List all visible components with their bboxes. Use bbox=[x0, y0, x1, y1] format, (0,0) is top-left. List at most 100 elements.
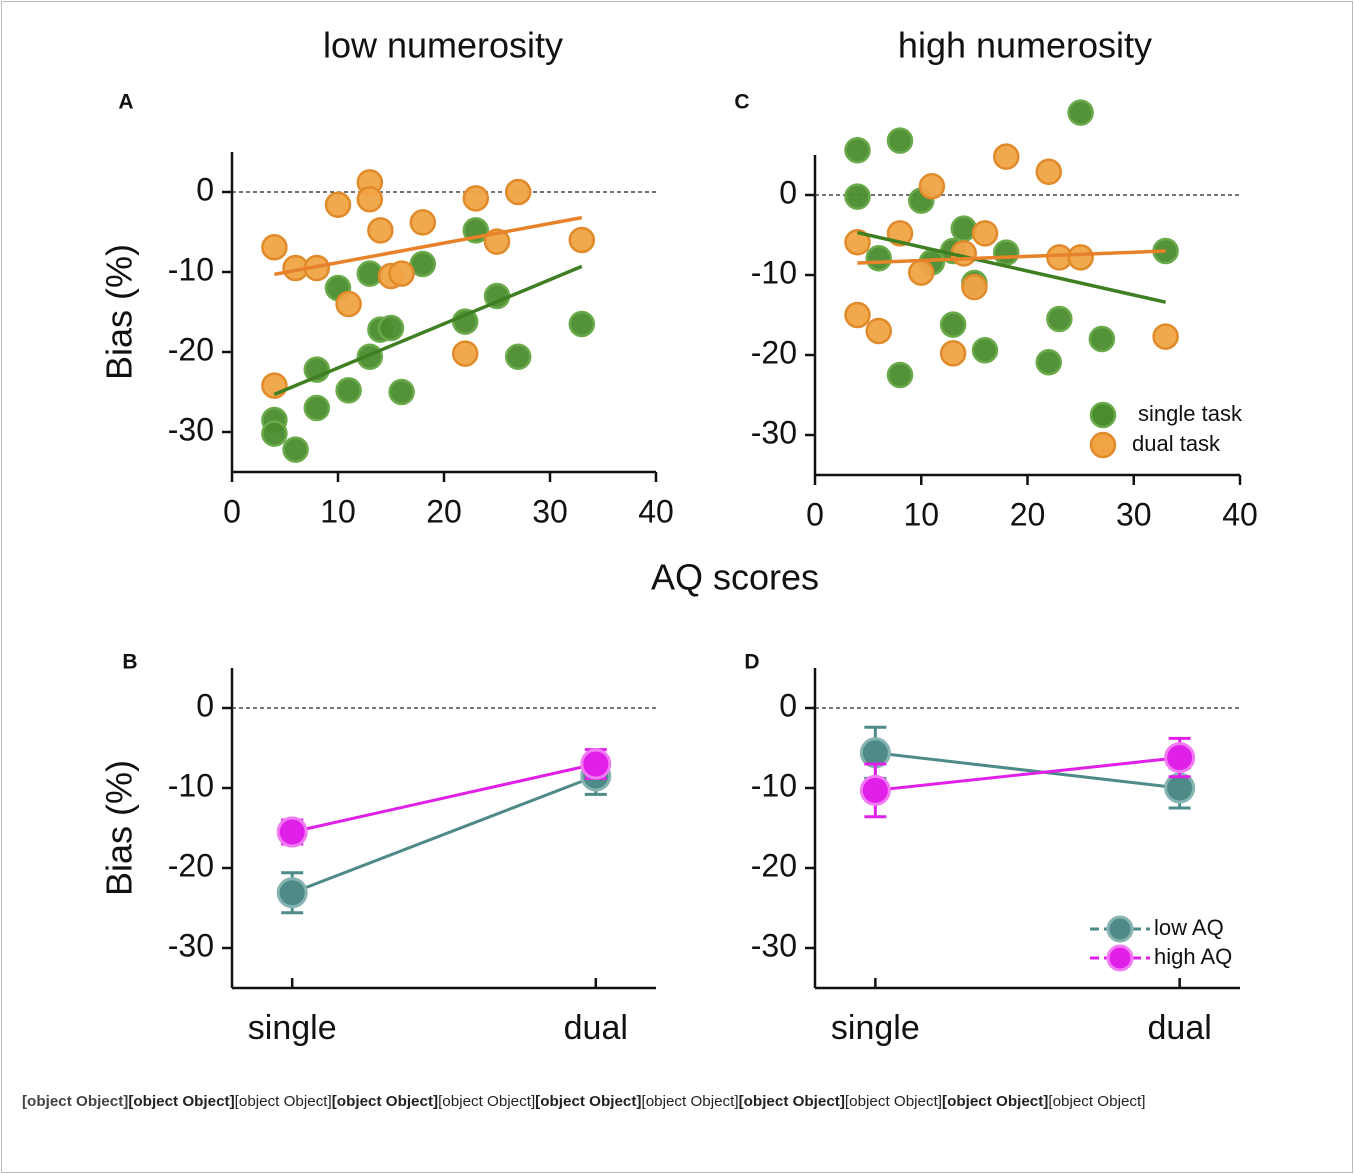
scatter-point bbox=[303, 394, 331, 422]
scatter-point bbox=[939, 340, 967, 367]
legend-label: low AQ bbox=[1154, 915, 1224, 940]
y-axis-label: Bias (%) bbox=[99, 760, 140, 896]
scatter-point bbox=[261, 233, 288, 261]
scatter-point bbox=[335, 377, 362, 404]
scatter-point bbox=[865, 244, 892, 272]
y-tick-label: -10 bbox=[168, 251, 214, 287]
scatter-point bbox=[950, 215, 977, 242]
x-tick-label: single bbox=[831, 1009, 920, 1047]
scatter-point bbox=[844, 136, 871, 164]
scatter-point bbox=[993, 239, 1020, 266]
scatter-point bbox=[1035, 158, 1062, 186]
scatter-point bbox=[568, 226, 596, 254]
fit-line bbox=[273, 264, 583, 397]
scatter-point bbox=[282, 436, 309, 463]
y-tick-label: -20 bbox=[751, 334, 797, 370]
scatter-point bbox=[335, 290, 362, 318]
caption: [object Object][object Object][object Ob… bbox=[22, 1088, 1332, 1115]
scatter-point bbox=[844, 228, 871, 256]
caption-text: [object Object] bbox=[438, 1093, 536, 1110]
scatter-point bbox=[261, 420, 288, 447]
legend-label: high AQ bbox=[1154, 944, 1232, 969]
scatter-point bbox=[1067, 99, 1094, 126]
y-tick-label: -20 bbox=[168, 847, 214, 883]
series-line bbox=[291, 762, 597, 834]
caption-text: [object Object] bbox=[641, 1093, 739, 1110]
fit-line bbox=[274, 215, 583, 277]
point-marker bbox=[1164, 742, 1196, 774]
caption-text: [object Object] bbox=[844, 1093, 943, 1110]
legend-marker bbox=[1106, 915, 1134, 943]
legend-marker bbox=[1089, 401, 1117, 429]
y-axis-label: Bias (%) bbox=[99, 244, 140, 380]
y-tick-label: -30 bbox=[751, 414, 797, 450]
x-tick-label: dual bbox=[564, 1009, 628, 1047]
caption-text: [object Object] bbox=[738, 1093, 845, 1110]
legend-label: single task bbox=[1138, 401, 1243, 426]
fit-line bbox=[857, 249, 1166, 265]
x-tick-label: 40 bbox=[638, 493, 674, 529]
scatter-point bbox=[1067, 244, 1094, 271]
caption-text: [object Object] bbox=[942, 1093, 1049, 1110]
x-tick-label: 10 bbox=[320, 493, 356, 529]
scatter-point bbox=[1088, 325, 1116, 353]
caption-text: [object Object] bbox=[128, 1093, 235, 1110]
scatter-point bbox=[939, 311, 967, 338]
y-tick-label: -10 bbox=[751, 767, 797, 803]
y-tick-label: -10 bbox=[751, 254, 797, 290]
scatter-point bbox=[1046, 305, 1073, 333]
x-tick-label: dual bbox=[1148, 1009, 1212, 1047]
scatter-point bbox=[388, 378, 415, 406]
panel-label: C bbox=[734, 91, 749, 114]
y-tick-label: -30 bbox=[751, 927, 797, 963]
x-tick-label: 10 bbox=[903, 496, 939, 532]
scatter-point bbox=[971, 336, 999, 364]
x-tick-label: 20 bbox=[1010, 496, 1046, 532]
y-tick-label: 0 bbox=[779, 174, 797, 210]
panel-label: D bbox=[744, 651, 759, 674]
panel-label: B bbox=[122, 651, 137, 674]
scatter-point bbox=[568, 310, 596, 338]
fit-line bbox=[857, 230, 1167, 304]
point-marker bbox=[276, 816, 308, 848]
legend-marker bbox=[1089, 431, 1117, 459]
panel-label: A bbox=[118, 91, 133, 114]
caption-text: [object Object] bbox=[234, 1093, 332, 1110]
scatter-point bbox=[918, 172, 946, 200]
column-title: low numerosity bbox=[323, 25, 563, 66]
scatter-point bbox=[844, 301, 871, 329]
legend-label: dual task bbox=[1132, 431, 1221, 456]
y-tick-label: -10 bbox=[168, 767, 214, 803]
scatter-point bbox=[908, 259, 935, 286]
x-tick-label: 30 bbox=[532, 493, 568, 529]
point-marker bbox=[276, 877, 308, 909]
legend-marker bbox=[1106, 944, 1134, 972]
scatter-point bbox=[451, 340, 479, 367]
scatter-point bbox=[504, 343, 532, 371]
caption-text: [object Object] bbox=[22, 1093, 129, 1110]
series-line bbox=[875, 751, 1180, 790]
figure: low numerosity high numerosity AQ scores… bbox=[99, 25, 1258, 1047]
series-line bbox=[291, 774, 597, 895]
caption-text: [object Object] bbox=[331, 1093, 439, 1110]
scatter-point bbox=[388, 260, 415, 287]
scatter-point bbox=[1035, 348, 1062, 376]
x-tick-label: single bbox=[248, 1009, 337, 1047]
y-tick-label: -20 bbox=[168, 331, 214, 367]
y-tick-label: 0 bbox=[196, 687, 214, 723]
y-tick-label: -30 bbox=[168, 411, 214, 447]
caption-text: [object Object] bbox=[1048, 1093, 1146, 1110]
scatter-point bbox=[971, 220, 999, 247]
scatter-point bbox=[504, 178, 532, 206]
x-tick-label: 0 bbox=[223, 493, 241, 529]
scatter-point bbox=[377, 314, 405, 342]
scatter-point bbox=[409, 250, 437, 278]
point-marker bbox=[580, 748, 612, 780]
x-tick-label: 0 bbox=[806, 496, 824, 532]
x-tick-label: 40 bbox=[1222, 496, 1258, 532]
x-tick-label: 30 bbox=[1116, 496, 1152, 532]
scatter-point bbox=[993, 143, 1020, 170]
y-tick-label: 0 bbox=[779, 687, 797, 723]
scatter-point bbox=[886, 127, 914, 154]
